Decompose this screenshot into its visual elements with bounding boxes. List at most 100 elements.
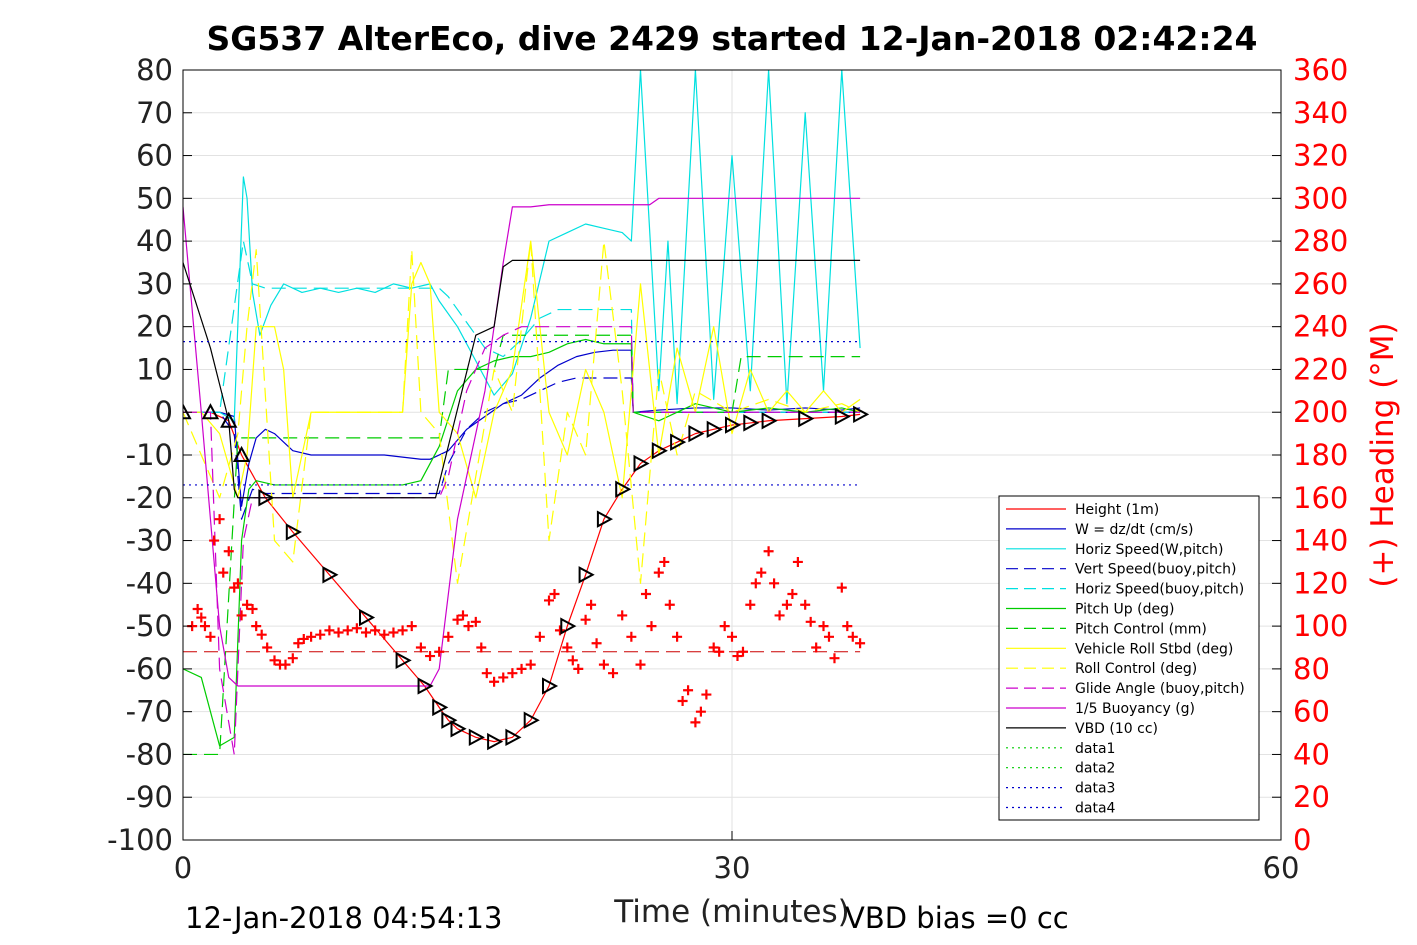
legend-entry: Pitch Up (deg) [1075,602,1174,618]
left-tick-label: -50 [126,609,173,643]
climb-marker [578,566,595,584]
right-tick-label: 160 [1293,481,1348,515]
heading-point [695,706,706,717]
heading-point [242,599,253,610]
heading-point [787,589,798,600]
legend-entry: Vert Speed(buoy,pitch) [1075,562,1237,578]
heading-point [452,614,463,625]
footer-timestamp: 12-Jan-2018 04:54:13 [185,901,502,935]
right-tick-label: 320 [1293,139,1348,173]
heading-point [324,625,335,636]
heading-point [805,616,816,627]
heading-point [516,663,527,674]
dive-marker [432,698,449,717]
heading-point [544,595,554,606]
heading-point [525,659,536,670]
left-tick-label: -60 [126,652,173,686]
dive-marker [285,523,302,541]
heading-point [379,629,390,640]
dive-marker [468,728,485,747]
left-tick-label: -80 [126,737,173,771]
legend-entry: Glide Angle (buoy,pitch) [1075,681,1245,697]
right-tick-label: 200 [1293,395,1348,429]
heading-point [306,631,317,642]
heading-point [836,582,847,593]
heading-point [554,625,565,636]
climb-marker [688,424,705,443]
right-tick-label: 20 [1293,780,1330,814]
heading-point [192,604,203,614]
heading-point [781,599,792,610]
heading-point [598,659,609,670]
x-axis-label: Time (minutes) [613,894,849,930]
climb-marker [853,405,870,424]
heading-point [196,612,207,623]
heading-point [737,646,748,657]
heading-point [498,672,509,683]
legend-entry: data3 [1075,781,1115,797]
heading-point [646,621,657,632]
chart-title: SG537 AlterEco, dive 2429 started 12-Jan… [206,19,1257,58]
left-tick-label: 10 [136,352,173,386]
left-tick-label: 70 [136,96,173,130]
right-tick-label: 0 [1293,823,1311,857]
right-tick-label: 300 [1293,181,1348,215]
climb-marker [560,617,577,635]
series-line-9 [183,326,861,756]
dive-marker [232,445,251,462]
dive-marker [359,608,376,627]
heading-point [280,659,291,670]
heading-point [232,578,243,589]
marker-layer [183,403,870,751]
heading-point [653,567,664,578]
heading-point [470,616,481,627]
heading-point [315,629,326,640]
left-tick-label: -40 [126,566,173,600]
heading-point [714,646,725,657]
series-line-1 [183,349,861,507]
heading-point [719,621,730,632]
climb-marker [651,442,668,460]
left-tick-label: 40 [136,224,173,258]
heading-point [262,642,273,653]
heading-point [214,514,225,525]
left-tick-label: 60 [136,139,173,173]
heading-point [690,717,701,728]
left-tick-label: -100 [107,823,173,857]
legend-entry: Height (1m) [1075,502,1159,518]
left-axis: 80 70 60 50 40 30 20 10 0 -10 -20 -30 -40 -50 -60 -70 -8… [107,53,192,857]
heading-point [236,610,247,621]
heading-point [818,621,829,632]
right-tick-label: 240 [1293,310,1348,344]
heading-point [573,663,584,674]
climb-marker [725,416,742,434]
series-line-4 [183,240,861,413]
climb-marker [834,407,851,426]
legend: Height (1m) W = dz/dt (cm/s) Horiz Speed(W… [998,495,1260,821]
x-tick-label: 60 [1263,851,1300,885]
heading-point [476,642,487,653]
heading-point [256,629,267,640]
heading-point [361,627,371,638]
heading-point [269,655,280,666]
heading-point [507,668,518,679]
left-tick-label: 20 [136,310,173,344]
climb-marker [523,711,540,729]
heading-point [287,653,298,664]
climb-marker [505,728,522,747]
footer-vbd-bias: VBD bias =0 cc [845,901,1069,935]
heading-point [800,599,811,610]
left-tick-label: 50 [136,181,173,215]
heading-point [388,627,399,638]
legend-entry: data2 [1075,761,1115,777]
left-tick-label: -10 [126,438,173,472]
heading-point [732,651,743,662]
heading-point [750,578,761,589]
heading-point [397,625,408,636]
legend-entry: Vehicle Roll Stbd (deg) [1075,641,1233,657]
dive-marker [201,403,220,420]
heading-point [549,589,560,600]
legend-entry: 1/5 Buoyancy (g) [1075,701,1195,717]
heading-point [640,589,651,600]
